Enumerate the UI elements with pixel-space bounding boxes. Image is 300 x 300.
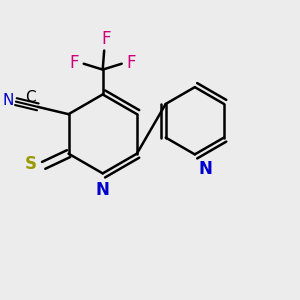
- Text: N: N: [2, 93, 14, 108]
- Text: F: F: [126, 54, 136, 72]
- Text: S: S: [25, 155, 37, 173]
- Text: F: F: [101, 30, 110, 48]
- Text: F: F: [70, 54, 79, 72]
- Text: C: C: [25, 90, 35, 105]
- Text: N: N: [198, 160, 212, 178]
- Text: N: N: [96, 181, 110, 199]
